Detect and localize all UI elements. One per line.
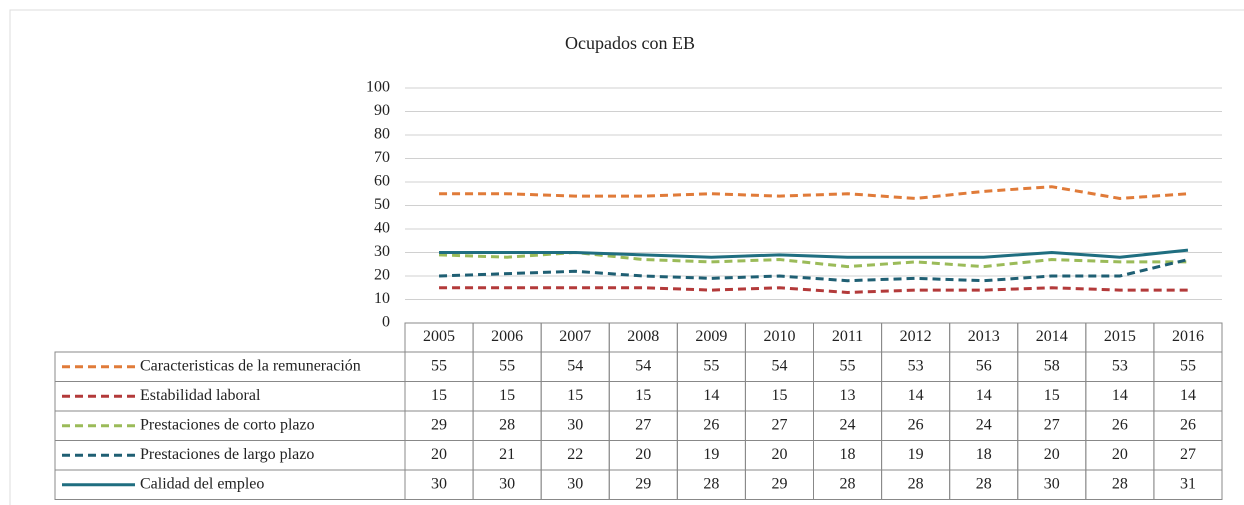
table-value: 31 <box>1180 475 1196 492</box>
y-tick-label: 30 <box>374 243 390 260</box>
table-value: 14 <box>976 387 992 404</box>
x-tick-label: 2009 <box>695 328 727 345</box>
table-value: 30 <box>499 475 515 492</box>
y-tick-label: 40 <box>374 220 390 237</box>
y-tick-label: 70 <box>374 149 390 166</box>
table-value: 15 <box>771 387 787 404</box>
x-tick-label: 2006 <box>491 328 523 345</box>
table-value: 24 <box>840 416 856 433</box>
table-value: 20 <box>431 446 447 463</box>
y-tick-label: 0 <box>382 314 390 331</box>
table-value: 29 <box>771 475 787 492</box>
table-value: 55 <box>840 357 856 374</box>
x-tick-label: 2008 <box>627 328 659 345</box>
x-tick-label: 2011 <box>832 328 863 345</box>
y-tick-label: 20 <box>374 267 390 284</box>
legend-label: Caracteristicas de la remuneración <box>140 357 361 374</box>
legend-label: Calidad del empleo <box>140 475 264 492</box>
table-value: 22 <box>567 446 583 463</box>
table-value: 28 <box>499 416 515 433</box>
table-value: 56 <box>976 357 992 374</box>
x-tick-label: 2014 <box>1036 328 1068 345</box>
table-value: 29 <box>431 416 447 433</box>
table-value: 19 <box>908 446 924 463</box>
table-value: 18 <box>840 446 856 463</box>
table-value: 15 <box>431 387 447 404</box>
table-value: 18 <box>976 446 992 463</box>
y-tick-label: 100 <box>366 79 390 96</box>
y-tick-label: 10 <box>374 290 390 307</box>
table-value: 53 <box>908 357 924 374</box>
table-value: 55 <box>1180 357 1196 374</box>
legend-label: Prestaciones de corto plazo <box>140 416 315 433</box>
table-value: 15 <box>567 387 583 404</box>
table-value: 28 <box>1112 475 1128 492</box>
table-value: 21 <box>499 446 515 463</box>
table-value: 55 <box>499 357 515 374</box>
table-value: 30 <box>431 475 447 492</box>
x-tick-label: 2013 <box>968 328 1000 345</box>
table-value: 54 <box>771 357 787 374</box>
table-value: 30 <box>567 475 583 492</box>
table-value: 15 <box>499 387 515 404</box>
table-value: 20 <box>771 446 787 463</box>
table-value: 55 <box>431 357 447 374</box>
table-value: 15 <box>635 387 651 404</box>
table-value: 30 <box>1044 475 1060 492</box>
series-line <box>439 248 1189 259</box>
table-value: 14 <box>1180 387 1196 404</box>
table-cell <box>1153 469 1223 500</box>
x-tick-label: 2012 <box>900 328 932 345</box>
table-value: 53 <box>1112 357 1128 374</box>
table-value: 20 <box>1044 446 1060 463</box>
table-value: 26 <box>1180 416 1196 433</box>
legend-label: Estabilidad laboral <box>140 387 261 404</box>
table-value: 29 <box>635 475 651 492</box>
legend-label: Prestaciones de largo plazo <box>140 446 314 463</box>
table-value: 13 <box>840 387 856 404</box>
y-tick-label: 60 <box>374 173 390 190</box>
x-tick-label: 2016 <box>1172 328 1204 345</box>
table-value: 28 <box>840 475 856 492</box>
table-value: 54 <box>567 357 583 374</box>
table-value: 26 <box>908 416 924 433</box>
frame <box>9 9 1244 505</box>
table-value: 27 <box>771 416 787 433</box>
table-value: 27 <box>1180 446 1196 463</box>
table-value: 27 <box>635 416 651 433</box>
table-value: 54 <box>635 357 651 374</box>
x-tick-label: 2005 <box>423 328 455 345</box>
table-value: 24 <box>976 416 992 433</box>
x-tick-label: 2015 <box>1104 328 1136 345</box>
table-value: 15 <box>1044 387 1060 404</box>
series-line <box>438 258 1189 283</box>
series-line <box>439 185 1189 200</box>
x-tick-label: 2007 <box>559 328 591 345</box>
x-tick-label: 2010 <box>763 328 795 345</box>
table-value: 27 <box>1044 416 1060 433</box>
table-value: 26 <box>1112 416 1128 433</box>
table-value: 28 <box>976 475 992 492</box>
table-value: 26 <box>703 416 719 433</box>
table-value: 20 <box>635 446 651 463</box>
chart-title: Ocupados con EB <box>565 33 695 53</box>
series-line <box>439 286 1188 294</box>
table-value: 14 <box>1112 387 1128 404</box>
table-value: 19 <box>703 446 719 463</box>
y-tick-label: 50 <box>374 196 390 213</box>
table-value: 55 <box>703 357 719 374</box>
table-value: 28 <box>703 475 719 492</box>
table-value: 58 <box>1044 357 1060 374</box>
table-value: 14 <box>908 387 924 404</box>
table-value: 14 <box>703 387 719 404</box>
table-value: 20 <box>1112 446 1128 463</box>
table-value: 30 <box>567 416 583 433</box>
y-tick-label: 90 <box>374 102 390 119</box>
table-value: 28 <box>908 475 924 492</box>
y-tick-label: 80 <box>374 126 390 143</box>
